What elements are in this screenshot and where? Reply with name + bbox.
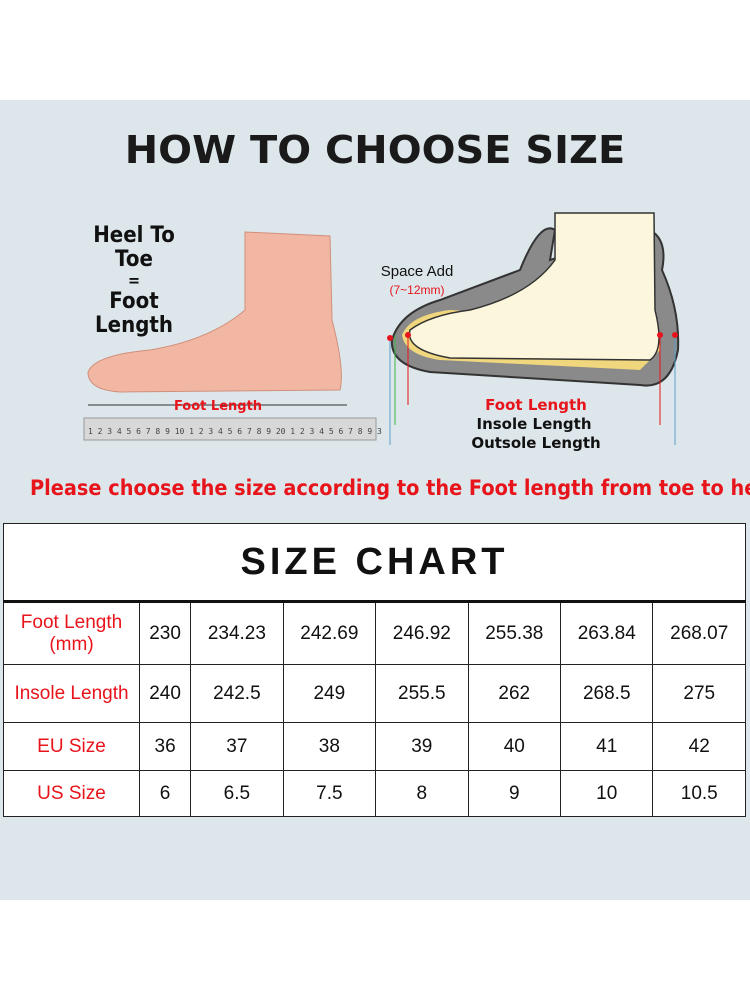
cell: 263.84 bbox=[560, 601, 654, 665]
space-range-label: (7~12mm) bbox=[389, 283, 444, 297]
cell: 9 bbox=[467, 770, 562, 817]
cell: 40 bbox=[467, 722, 562, 771]
foot-in-shoe bbox=[408, 212, 660, 361]
size-chart-title: SIZE CHART bbox=[3, 523, 746, 603]
cell: 37 bbox=[190, 722, 284, 771]
foot-image bbox=[87, 231, 342, 393]
ruler-foot-length-label: Foot Length bbox=[174, 399, 262, 414]
insole-length-label: Insole Length bbox=[476, 415, 591, 433]
cell: 262 bbox=[467, 664, 562, 723]
cell: 255.38 bbox=[467, 601, 562, 665]
heel-to-toe-caption: Heel To Toe = Foot Length bbox=[71, 224, 197, 338]
cell: 275 bbox=[652, 664, 746, 723]
cell: 38 bbox=[282, 722, 377, 771]
cell: 7.5 bbox=[282, 770, 377, 817]
row-label: US Size bbox=[3, 770, 140, 817]
cell: 255.5 bbox=[375, 664, 469, 723]
cell: 41 bbox=[560, 722, 654, 771]
row-label: Foot Length (mm) bbox=[3, 601, 140, 665]
foot-illustrations: 1 2 3 4 5 6 7 8 9 10 1 2 3 4 5 6 7 8 9 2… bbox=[83, 212, 680, 452]
cell: 242.69 bbox=[282, 601, 377, 665]
ruler bbox=[83, 417, 377, 441]
ruler-digits: 1 2 3 4 5 6 7 8 9 10 1 2 3 4 5 6 7 8 9 2… bbox=[88, 427, 382, 436]
cell: 230 bbox=[138, 601, 192, 665]
caption-equals: = bbox=[127, 271, 141, 290]
cell: 6 bbox=[138, 770, 192, 817]
instruction-text: Please choose the size according to the … bbox=[30, 476, 750, 500]
cell: 234.23 bbox=[190, 601, 284, 665]
cell: 246.92 bbox=[375, 601, 469, 665]
cell: 242.5 bbox=[190, 664, 284, 723]
cell: 268.5 bbox=[560, 664, 654, 723]
table-row: US Size 6 6.5 7.5 8 9 10 10.5 bbox=[3, 770, 746, 817]
headline: HOW TO CHOOSE SIZE bbox=[124, 128, 626, 172]
cell: 249 bbox=[282, 664, 377, 723]
row-label: EU Size bbox=[3, 722, 140, 771]
cell: 6.5 bbox=[190, 770, 284, 817]
outsole-length-label: Outsole Length bbox=[471, 434, 600, 452]
row-label: Insole Length bbox=[3, 664, 140, 723]
cell: 240 bbox=[138, 664, 192, 723]
cell: 10 bbox=[560, 770, 654, 817]
caption-line-1: Heel To Toe bbox=[93, 223, 175, 272]
cell: 39 bbox=[375, 722, 469, 771]
foot-length-label: Foot Length bbox=[485, 396, 587, 414]
table-row: Foot Length (mm) 230 234.23 242.69 246.92 25… bbox=[3, 601, 746, 665]
size-chart-table: SIZE CHART Foot Length (mm) 230 234.23 242… bbox=[3, 523, 746, 817]
cell: 8 bbox=[375, 770, 469, 817]
cell: 36 bbox=[138, 722, 192, 771]
cell: 10.5 bbox=[652, 770, 746, 817]
table-row: EU Size 36 37 38 39 40 41 42 bbox=[3, 722, 746, 771]
caption-line-3: Foot Length bbox=[95, 289, 173, 338]
cell: 268.07 bbox=[652, 601, 746, 665]
space-add-label: Space Add bbox=[381, 263, 454, 280]
table-row: Insole Length 240 242.5 249 255.5 262 268.5 27… bbox=[3, 664, 746, 723]
cell: 42 bbox=[652, 722, 746, 771]
